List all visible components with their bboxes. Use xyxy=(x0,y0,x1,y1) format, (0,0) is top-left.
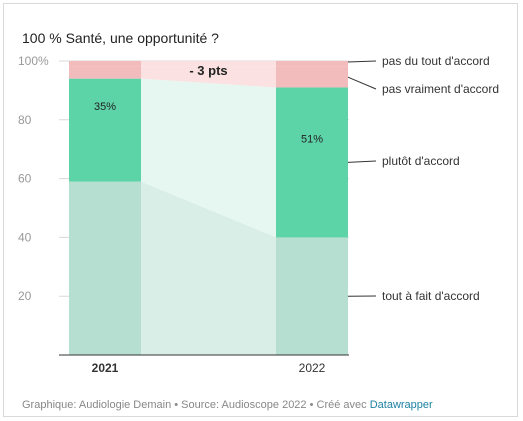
band-1 xyxy=(141,78,276,238)
legend-leader xyxy=(347,160,377,163)
legend-label: pas vraiment d'accord xyxy=(382,82,499,96)
bar-2022-3 xyxy=(276,61,348,67)
legend: pas du tout d'accord pas vraiment d'accor… xyxy=(347,54,499,303)
y-axis: 20 40 60 80 100% 2021 2022 xyxy=(18,54,349,375)
data-labels: 35% 51% - 3 pts xyxy=(94,63,323,146)
x-tick-label: 2021 xyxy=(92,361,119,375)
datawrapper-link[interactable]: Datawrapper xyxy=(369,399,433,411)
band-3 xyxy=(141,61,276,67)
chart-title: 100 % Santé, une opportunité ? xyxy=(22,30,219,46)
chart-frame: 100 % Santé, une opportunité ? 20 40 60 80 1… xyxy=(3,3,518,417)
connector-bands xyxy=(141,61,276,355)
stacked-bar-chart: 20 40 60 80 100% 2021 2022 35% 51% - 3 pts pas d… xyxy=(18,54,499,375)
band-2 xyxy=(141,66,276,88)
data-label: 35% xyxy=(94,101,116,113)
y-tick-label: 60 xyxy=(18,172,32,186)
data-label: 51% xyxy=(301,133,323,145)
y-tick-label: 40 xyxy=(18,230,32,244)
footer-credit: Graphique: Audiologie Demain • Source: A… xyxy=(22,399,370,411)
legend-label: pas du tout d'accord xyxy=(382,54,490,68)
legend-leader xyxy=(347,76,377,90)
y-tick-label: 100% xyxy=(18,54,49,68)
bar-2021-1 xyxy=(69,78,141,182)
bar-2022-2 xyxy=(276,66,348,88)
bars xyxy=(69,61,348,355)
band-0 xyxy=(141,181,276,355)
y-tick-label: 80 xyxy=(18,113,32,127)
chart-footer: Graphique: Audiologie Demain • Source: A… xyxy=(22,399,433,411)
bar-2022-0 xyxy=(276,237,348,355)
bar-2021-3 xyxy=(69,61,141,67)
annotation-label: - 3 pts xyxy=(189,63,227,78)
y-tick-label: 20 xyxy=(18,289,32,303)
bar-2021-0 xyxy=(69,181,141,355)
bar-2022-1 xyxy=(276,87,348,238)
x-tick-label: 2022 xyxy=(299,361,326,375)
legend-label: tout à fait d'accord xyxy=(382,289,480,303)
legend-label: plutôt d'accord xyxy=(382,154,460,168)
legend-leader xyxy=(347,60,377,63)
bar-2021-2 xyxy=(69,66,141,79)
